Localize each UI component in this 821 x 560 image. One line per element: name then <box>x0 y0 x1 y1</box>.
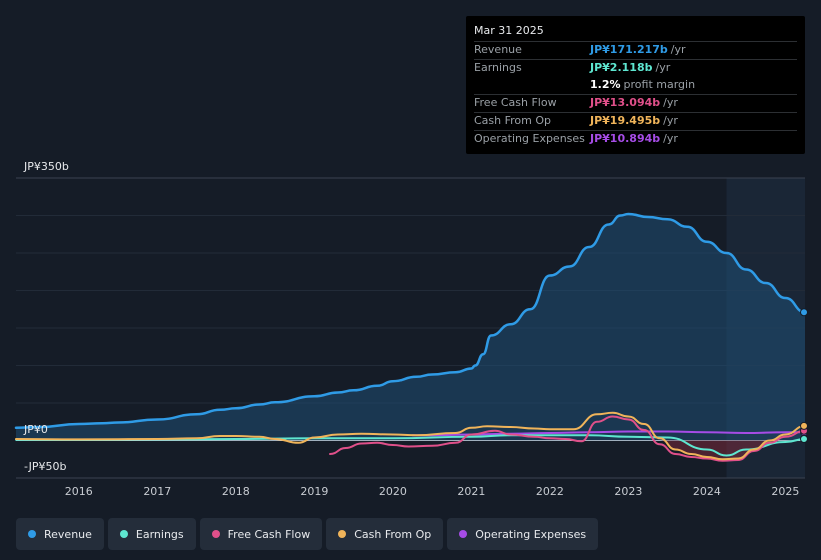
tooltip-row: Earnings JP¥2.118b/yr <box>474 59 797 77</box>
y-axis-top-label: JP¥350b <box>24 160 69 173</box>
x-tick-label: 2020 <box>378 485 407 498</box>
tooltip-row-label: Earnings <box>474 61 522 74</box>
legend: Revenue Earnings Free Cash Flow Cash From O… <box>16 518 599 550</box>
tooltip-row-value: JP¥19.495b <box>590 114 661 127</box>
legend-item-cash-from-op[interactable]: Cash From Op <box>326 518 444 550</box>
legend-dot-icon <box>119 530 128 538</box>
tooltip-date: Mar 31 2025 <box>474 24 544 37</box>
tooltip-row-unit: /yr <box>655 61 671 74</box>
x-tick-label: 2017 <box>143 485 172 498</box>
tooltip-row-unit: /yr <box>663 96 678 109</box>
legend-item-free-cash-flow[interactable]: Free Cash Flow <box>199 518 323 550</box>
tooltip-panel: Mar 31 2025 Revenue JP¥171.217b/yr Earning… <box>466 16 805 154</box>
tooltip-row-label: Free Cash Flow <box>474 96 557 109</box>
tooltip-row: 1.2% profit margin <box>474 77 797 94</box>
legend-item-operating-expenses[interactable]: Operating Expenses <box>447 518 599 550</box>
legend-label: Cash From Op <box>354 527 432 541</box>
legend-dot-icon <box>338 530 347 538</box>
tooltip-row-value: JP¥13.094b <box>590 96 661 109</box>
tooltip-row-value: JP¥171.217b <box>590 43 668 56</box>
x-tick-label: 2018 <box>221 485 250 498</box>
negative-area <box>659 440 770 460</box>
series-end-point <box>800 421 808 430</box>
legend-dot-icon <box>459 530 468 538</box>
legend-label: Earnings <box>135 527 184 541</box>
tooltip-row-value: JP¥2.118b <box>590 61 653 74</box>
tooltip-row: Cash From Op JP¥19.495b/yr <box>474 112 797 130</box>
legend-dot-icon <box>211 530 220 538</box>
tooltip-row-unit: profit margin <box>623 78 696 91</box>
y-axis-zero-label: JP¥0 <box>24 423 48 436</box>
legend-label: Free Cash Flow <box>227 527 311 541</box>
x-tick-label: 2024 <box>692 485 721 498</box>
series-line-operating-expenses <box>411 430 806 437</box>
series-end-point <box>800 308 808 317</box>
tooltip-row-label: Operating Expenses <box>474 132 585 145</box>
tooltip-rows: Revenue JP¥171.217b/yr Earnings JP¥2.118b/y… <box>474 41 797 148</box>
tooltip-row: Revenue JP¥171.217b/yr <box>474 41 797 59</box>
series-line-revenue <box>14 212 807 430</box>
tooltip-row-unit: /yr <box>670 43 686 56</box>
legend-dot-icon <box>28 530 36 538</box>
x-tick-label: 2021 <box>457 485 486 498</box>
tooltip-row-label: Revenue <box>474 43 522 56</box>
legend-item-earnings[interactable]: Earnings <box>107 518 196 550</box>
series-line-free-cash-flow <box>329 415 806 462</box>
series-line-earnings <box>15 434 806 457</box>
legend-item-revenue[interactable]: Revenue <box>16 518 104 550</box>
tooltip-row-unit: /yr <box>663 114 678 127</box>
x-tick-label: 2016 <box>64 485 93 498</box>
y-axis-bottom-label: -JP¥50b <box>24 460 67 473</box>
tooltip-row-label: Cash From Op <box>474 114 552 127</box>
legend-label: Revenue <box>44 527 92 541</box>
revenue-area <box>16 214 805 441</box>
x-tick-label: 2019 <box>300 485 329 498</box>
series-end-point <box>800 435 808 443</box>
tooltip-row-label <box>474 77 590 94</box>
series-line-cash-from-op <box>15 411 806 461</box>
tooltip-row-unit: /yr <box>663 132 678 145</box>
x-tick-label: 2025 <box>771 485 800 498</box>
legend-label: Operating Expenses <box>475 527 587 541</box>
tooltip-row: Operating Expenses JP¥10.894b/yr <box>474 130 797 148</box>
tooltip-row: Free Cash Flow JP¥13.094b/yr <box>474 94 797 112</box>
tooltip-row-value: JP¥10.894b <box>590 132 661 145</box>
x-tick-label: 2023 <box>614 485 643 498</box>
x-tick-label: 2022 <box>535 485 564 498</box>
tooltip-row-value: 1.2% <box>590 78 621 91</box>
